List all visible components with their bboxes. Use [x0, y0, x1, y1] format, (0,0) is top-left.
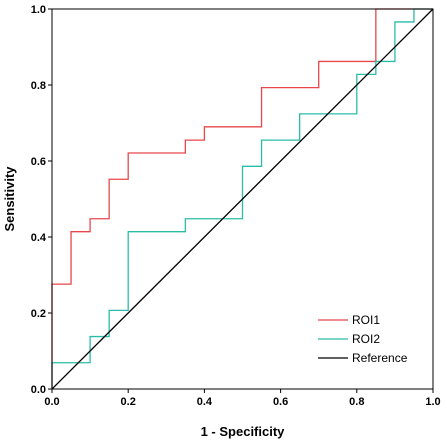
x-tick-label: 0.8 — [349, 396, 364, 408]
y-axis-title: Sensitivity — [2, 166, 17, 232]
series-line-roi1 — [51, 8, 433, 389]
x-axis-title: 1 - Specificity — [201, 424, 286, 439]
y-tick-label: 0.4 — [31, 232, 47, 244]
legend-label-reference: Reference — [352, 351, 408, 365]
x-tick-label: 1.0 — [425, 396, 440, 408]
series-line-reference — [51, 8, 434, 390]
plot-lines — [51, 8, 434, 390]
series-line-roi2 — [51, 8, 433, 389]
legend-label-roi2: ROI2 — [352, 332, 380, 346]
y-tick-label: 0.2 — [31, 308, 46, 320]
y-tick-label: 0.8 — [31, 80, 46, 92]
x-tick-label: 0.0 — [44, 396, 59, 408]
x-tick-label: 0.2 — [121, 396, 136, 408]
axis-ticks: 0.0 0.2 0.4 0.6 0.8 1.0 0.0 0.2 0.4 0.6 0.8 1.0 — [31, 4, 441, 408]
plot-frame — [51, 8, 434, 390]
y-tick-label: 1.0 — [31, 4, 46, 16]
legend-label-roi1: ROI1 — [352, 313, 380, 327]
x-tick-label: 0.4 — [197, 396, 213, 408]
y-tick-label: 0.6 — [31, 156, 46, 168]
legend: ROI1 ROI2 Reference — [318, 313, 408, 365]
x-tick-label: 0.6 — [273, 396, 288, 408]
y-tick-label: 0.0 — [31, 384, 46, 396]
